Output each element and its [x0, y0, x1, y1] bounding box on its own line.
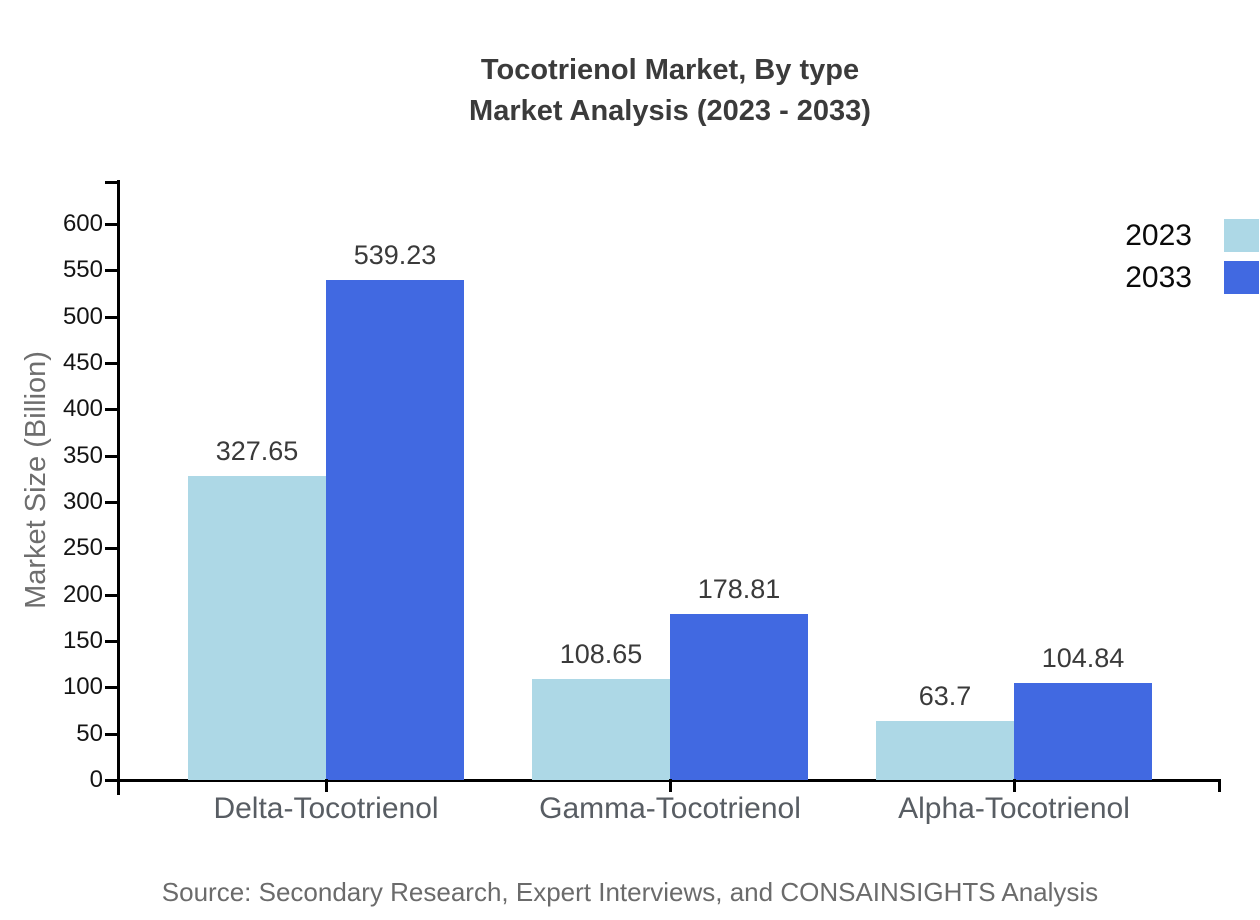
y-tick-label-450: 450 [62, 349, 103, 376]
y-tick-label-500: 500 [62, 303, 103, 330]
y-tick-400 [105, 408, 118, 411]
y-tick-200 [105, 594, 118, 597]
category-label-2: Alpha-Tocotrienol [898, 792, 1130, 825]
y-tick-0 [105, 779, 118, 782]
value-label-2033-Delta-Tocotrienol: 539.23 [353, 240, 437, 270]
y-tick-150 [105, 640, 118, 643]
y-tick-450 [105, 362, 118, 365]
bar-2033-Delta-Tocotrienol [326, 280, 464, 780]
y-tick-600 [105, 223, 118, 226]
y-tick-250 [105, 547, 118, 550]
y-tick-50 [105, 733, 118, 736]
chart-title: Tocotrienol Market, By type Market Analy… [80, 50, 1260, 132]
y-tick-label-550: 550 [62, 256, 103, 283]
y-axis-spine [117, 180, 120, 795]
y-tick-label-350: 350 [62, 442, 103, 469]
value-label-2023-Gamma-Tocotrienol: 108.65 [559, 639, 643, 669]
bar-2023-Delta-Tocotrienol [188, 476, 326, 780]
y-tick-550 [105, 269, 118, 272]
y-tick-label-0: 0 [89, 766, 103, 793]
legend-swatch-2023 [1224, 219, 1259, 252]
y-tick-label-200: 200 [62, 581, 103, 608]
x-tick-end [1218, 779, 1221, 792]
y-tick-label-400: 400 [62, 395, 103, 422]
bar-2033-Gamma-Tocotrienol [670, 614, 808, 780]
y-tick-label-600: 600 [62, 210, 103, 237]
y-tick-300 [105, 501, 118, 504]
y-tick-350 [105, 455, 118, 458]
y-tick-100 [105, 686, 118, 689]
legend-label-2023: 2023 [1125, 219, 1192, 252]
bar-2033-Alpha-Tocotrienol [1014, 683, 1152, 780]
legend-label-2033: 2033 [1125, 261, 1192, 294]
source-attribution: Source: Secondary Research, Expert Inter… [161, 877, 1099, 907]
y-tick-label-100: 100 [62, 673, 103, 700]
y-tick-label-250: 250 [62, 534, 103, 561]
x-tick-1 [669, 779, 672, 792]
y-tick-cap [105, 181, 118, 184]
x-tick-2 [1013, 779, 1016, 792]
legend-swatch-2033 [1224, 261, 1259, 294]
y-tick-500 [105, 316, 118, 319]
value-label-2033-Gamma-Tocotrienol: 178.81 [697, 574, 781, 604]
value-label-2023-Delta-Tocotrienol: 327.65 [215, 436, 299, 466]
y-tick-label-150: 150 [62, 627, 103, 654]
chart-title-line1: Tocotrienol Market, By type [480, 54, 860, 86]
x-tick-0 [325, 779, 328, 792]
y-tick-label-300: 300 [62, 488, 103, 515]
value-label-2033-Alpha-Tocotrienol: 104.84 [1041, 643, 1125, 673]
bar-2023-Gamma-Tocotrienol [532, 679, 670, 780]
y-tick-label-50: 50 [76, 720, 103, 747]
category-label-0: Delta-Tocotrienol [213, 792, 439, 825]
value-label-2023-Alpha-Tocotrienol: 63.7 [918, 681, 972, 711]
category-label-1: Gamma-Tocotrienol [539, 792, 801, 825]
chart-title-line2: Market Analysis (2023 - 2033) [469, 95, 871, 127]
bar-2023-Alpha-Tocotrienol [876, 721, 1014, 780]
